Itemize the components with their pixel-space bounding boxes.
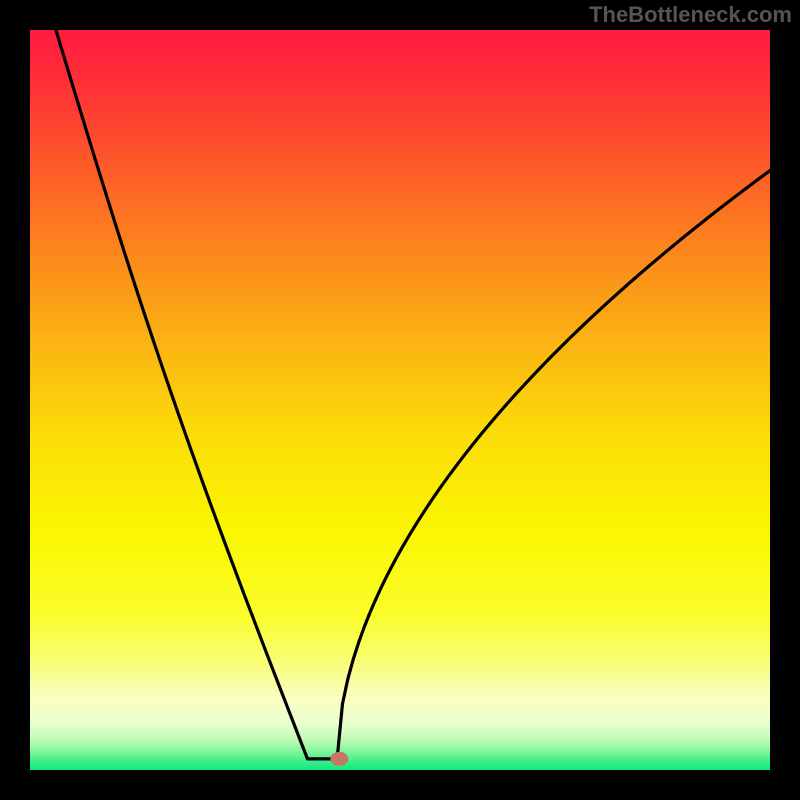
- figure-container: TheBottleneck.com: [0, 0, 800, 800]
- plot-background: [30, 30, 770, 770]
- watermark-label: TheBottleneck.com: [589, 2, 792, 28]
- optimal-point-marker: [330, 752, 348, 766]
- bottleneck-chart: [0, 0, 800, 800]
